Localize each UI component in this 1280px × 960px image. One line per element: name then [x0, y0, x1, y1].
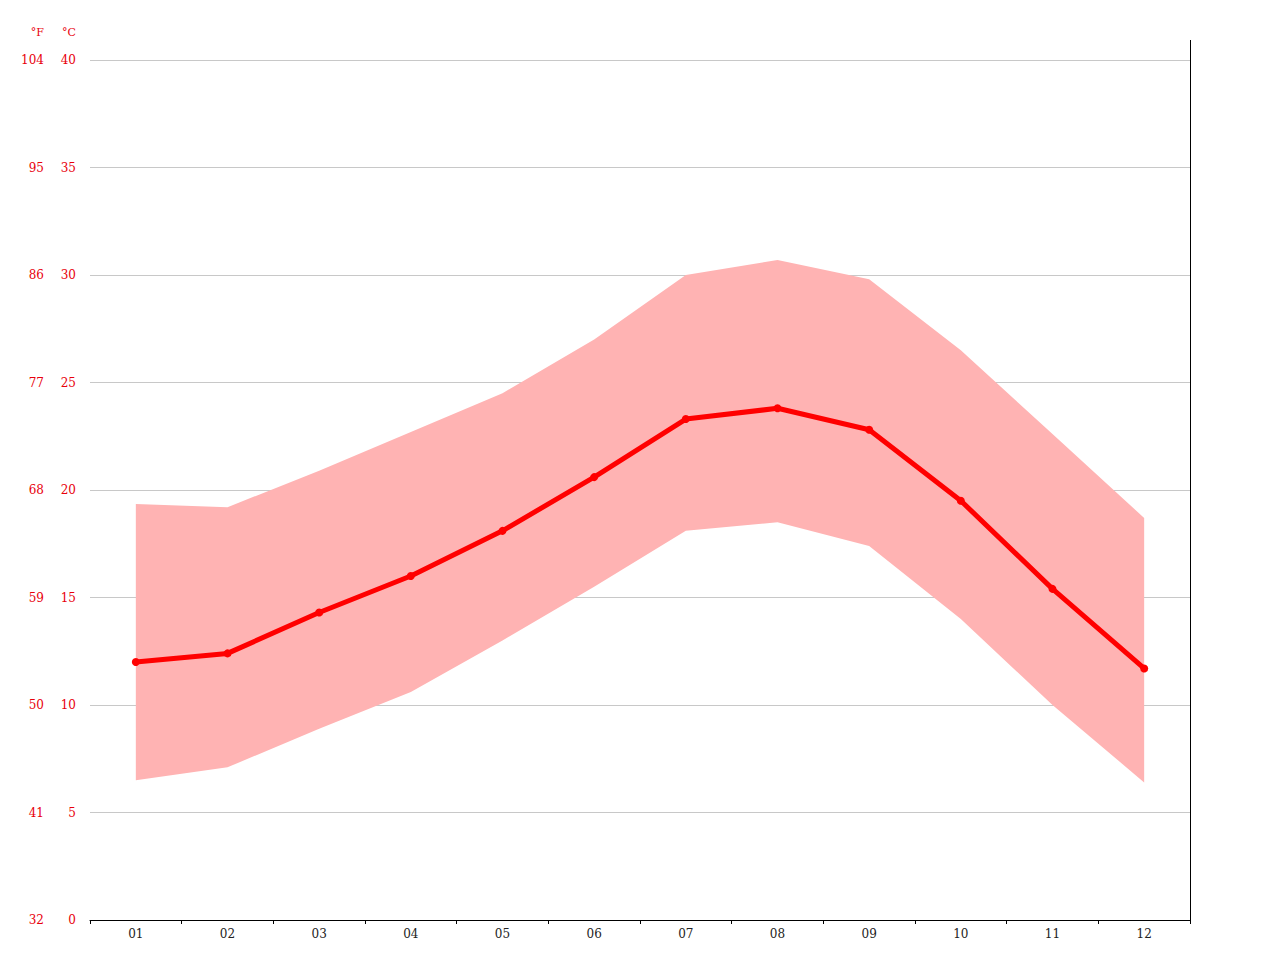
svg-text:95: 95 [29, 161, 44, 175]
svg-text:10: 10 [953, 927, 968, 941]
svg-text:10: 10 [61, 698, 76, 712]
svg-text:03: 03 [312, 927, 327, 941]
svg-text:77: 77 [29, 376, 44, 390]
svg-text:05: 05 [495, 927, 510, 941]
svg-text:104: 104 [21, 53, 44, 67]
svg-text:01: 01 [128, 927, 143, 941]
svg-text:02: 02 [220, 927, 235, 941]
svg-text:11: 11 [1045, 927, 1060, 941]
svg-text:41: 41 [29, 806, 44, 820]
svg-text:59: 59 [29, 591, 44, 605]
svg-text:32: 32 [29, 913, 44, 927]
svg-text:°F: °F [31, 26, 45, 39]
svg-text:25: 25 [61, 376, 76, 390]
svg-text:15: 15 [61, 591, 76, 605]
svg-text:0: 0 [68, 913, 76, 927]
svg-text:09: 09 [862, 927, 877, 941]
svg-text:08: 08 [770, 927, 785, 941]
svg-text:12: 12 [1137, 927, 1152, 941]
svg-text:07: 07 [678, 927, 693, 941]
svg-text:68: 68 [29, 483, 44, 497]
svg-text:06: 06 [587, 927, 602, 941]
svg-text:30: 30 [61, 268, 76, 282]
svg-text:40: 40 [61, 53, 76, 67]
svg-text:5: 5 [68, 806, 76, 820]
svg-text:86: 86 [29, 268, 44, 282]
svg-text:20: 20 [61, 483, 76, 497]
svg-text:35: 35 [61, 161, 76, 175]
svg-text:°C: °C [62, 26, 76, 39]
svg-text:50: 50 [29, 698, 44, 712]
svg-text:04: 04 [403, 927, 419, 941]
